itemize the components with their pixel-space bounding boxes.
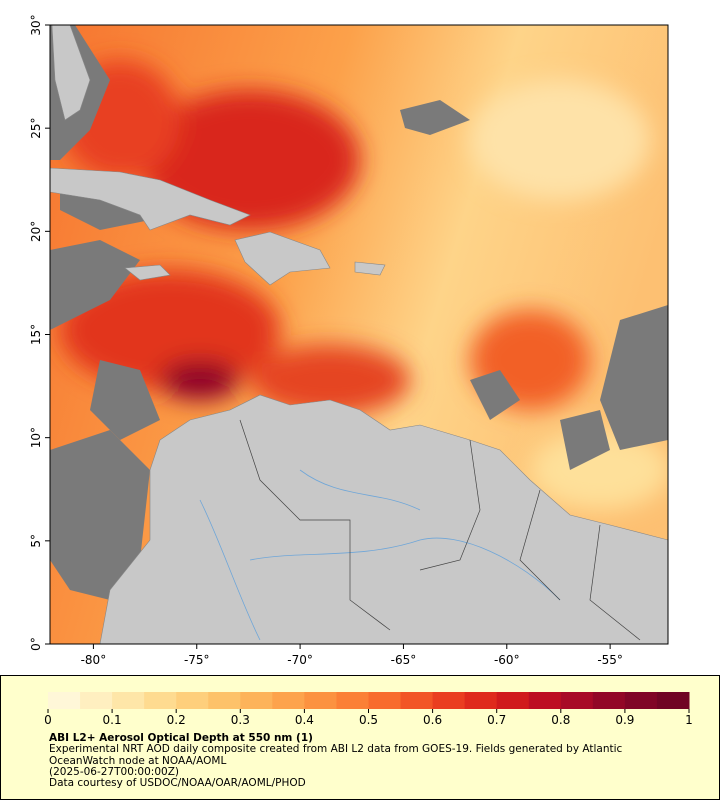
x-tick-label: -80° — [81, 653, 107, 667]
colorbar-tick-label: 0.5 — [359, 713, 378, 727]
colorbar-segment — [368, 692, 402, 709]
rivers — [199, 469, 561, 641]
colorbar-segment — [80, 692, 113, 709]
x-tick-label: -60° — [494, 653, 520, 667]
colorbar: 0 0.1 0.2 0.3 0.4 0.5 0.6 0.7 0.8 0.9 1 — [44, 692, 693, 727]
map-area — [50, 25, 668, 644]
map-figure: -80° -75° -70° -65° -60° -55° 0° 5° 10° 15° 20° 25°… — [29, 14, 669, 667]
colorbar-segment — [336, 692, 369, 709]
colorbar-segment — [528, 692, 562, 709]
x-tick-label: -75° — [184, 653, 210, 667]
colorbar-tick-label: 0.7 — [487, 713, 506, 727]
colorbar-segment — [176, 692, 209, 709]
caption-line: Experimental NRT AOD daily composite cre… — [49, 743, 623, 767]
colorbar-segment — [592, 692, 626, 709]
colorbar-segment — [464, 692, 498, 709]
x-tick-label: -70° — [287, 653, 313, 667]
caption-line: Data courtesy of USDOC/NOAA/OAR/AOML/PHO… — [49, 777, 306, 789]
y-tick-label: 25° — [29, 118, 43, 139]
colorbar-tick-label: 0.4 — [295, 713, 314, 727]
colorbar-segment — [144, 692, 177, 709]
colorbar-title: ABI L2+ Aerosol Optical Depth at 550 nm … — [49, 732, 313, 744]
caption-line: (2025-06-27T00:00:00Z) — [49, 766, 179, 778]
y-tick-label: 5° — [29, 534, 43, 548]
borders — [239, 419, 641, 641]
legend-panel: 0 0.1 0.2 0.3 0.4 0.5 0.6 0.7 0.8 0.9 1 ABI L2+ Ae… — [0, 675, 720, 800]
colorbar-segment — [208, 692, 241, 709]
colorbar-tick-label: 0.8 — [551, 713, 570, 727]
x-tick-label: -55° — [597, 653, 623, 667]
land — [50, 25, 668, 644]
colorbar-segment — [112, 692, 145, 709]
y-tick-label: 10° — [29, 427, 43, 448]
colorbar-segment — [432, 692, 466, 709]
colorbar-tick-label: 0.9 — [615, 713, 634, 727]
colorbar-tick-label: 0.3 — [231, 713, 250, 727]
colorbar-tick-label: 0.2 — [167, 713, 186, 727]
colorbar-tick-label: 0.1 — [103, 713, 122, 727]
colorbar-segment — [560, 692, 594, 709]
y-tick-label: 15° — [29, 324, 43, 345]
colorbar-segment — [304, 692, 337, 709]
y-tick-label: 0° — [29, 637, 43, 651]
colorbar-tick-label: 1 — [685, 713, 693, 727]
y-tick-label: 30° — [29, 14, 43, 35]
colorbar-segment — [656, 692, 690, 709]
colorbar-tick-label: 0.6 — [423, 713, 442, 727]
colorbar-segment — [240, 692, 273, 709]
colorbar-segment — [400, 692, 434, 709]
colorbar-segment — [496, 692, 530, 709]
x-tick-label: -65° — [391, 653, 417, 667]
colorbar-segment — [48, 692, 81, 709]
colorbar-segment — [272, 692, 305, 709]
y-tick-label: 20° — [29, 221, 43, 242]
colorbar-tick-label: 0 — [44, 713, 52, 727]
colorbar-segment — [624, 692, 658, 709]
